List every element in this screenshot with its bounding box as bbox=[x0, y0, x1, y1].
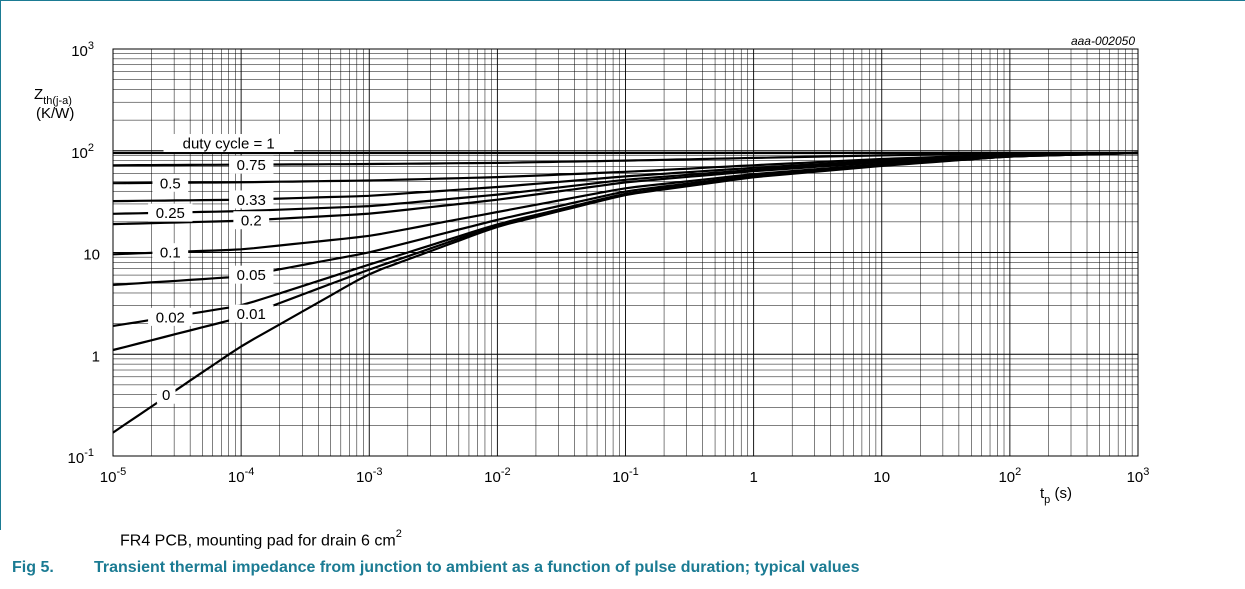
x-tick-label: 10-3 bbox=[356, 466, 382, 486]
x-tick-label: 1 bbox=[749, 469, 757, 486]
y-tick-label: 10 bbox=[83, 247, 100, 264]
series-label-bg bbox=[229, 155, 274, 174]
x-tick-label: 10 bbox=[873, 469, 890, 486]
x-tick-label: 10-4 bbox=[228, 466, 254, 486]
series-label: 0.25 bbox=[156, 205, 185, 222]
series-label: 0 bbox=[162, 387, 170, 404]
figure-note: FR4 PCB, mounting pad for drain 6 cm2 bbox=[120, 528, 402, 550]
series-label-bg bbox=[163, 134, 294, 153]
series-label-bg bbox=[152, 243, 189, 262]
figure-caption: Fig 5. Transient thermal impedance from j… bbox=[12, 559, 859, 577]
plot-border bbox=[112, 48, 1139, 457]
series-label-bg bbox=[229, 265, 274, 284]
caption-title: Transient thermal impedance from junctio… bbox=[94, 559, 860, 576]
series-line-1 bbox=[112, 151, 1139, 167]
x-tick-label: 102 bbox=[998, 466, 1021, 486]
y-tick-label: 10-1 bbox=[68, 447, 94, 467]
series-line-10 bbox=[112, 151, 1139, 434]
y-tick-label: 103 bbox=[71, 40, 94, 60]
series-label: 0.33 bbox=[237, 192, 266, 209]
frame-top-rule bbox=[0, 0, 1245, 1]
note-text: FR4 PCB, mounting pad for drain 6 cm bbox=[120, 532, 396, 550]
y-axis-label: Zth(j-a) bbox=[34, 86, 72, 107]
figure-code: aaa-002050 bbox=[1071, 34, 1135, 48]
frame-left-rule bbox=[0, 0, 1, 530]
series-label-bg bbox=[156, 385, 176, 404]
series-label-bg bbox=[148, 203, 193, 222]
x-axis-label: tp (s) bbox=[1040, 485, 1072, 506]
series-label-bg bbox=[233, 211, 270, 230]
series-label: duty cycle = 1 bbox=[183, 136, 275, 153]
series-label-bg bbox=[229, 304, 274, 323]
series-label: 0.02 bbox=[156, 309, 185, 326]
series-label: 0.05 bbox=[237, 267, 266, 284]
series-label-bg bbox=[152, 173, 189, 192]
note-superscript: 2 bbox=[395, 528, 402, 540]
series-label: 0.1 bbox=[160, 245, 181, 262]
y-tick-label: 1 bbox=[92, 348, 100, 365]
x-tick-label: 103 bbox=[1127, 466, 1150, 486]
series-label-bg bbox=[229, 190, 274, 209]
series-label: 0.2 bbox=[241, 213, 262, 230]
y-tick-label: 102 bbox=[71, 142, 94, 162]
thermal-impedance-chart: duty cycle = 1 0.75 0.5 0.33 0.25 0.2 0.1 0.05 0… bbox=[34, 34, 1150, 506]
caption-number: Fig 5. bbox=[12, 559, 54, 576]
series-label: 0.75 bbox=[237, 157, 266, 174]
y-axis-unit: (K/W) bbox=[36, 105, 74, 122]
x-tick-label: 10-2 bbox=[484, 466, 510, 486]
series-label: 0.5 bbox=[160, 175, 181, 192]
series-label: 0.01 bbox=[237, 306, 266, 323]
x-tick-label: 10-5 bbox=[100, 466, 126, 486]
series-label-bg bbox=[148, 307, 193, 326]
x-tick-label: 10-1 bbox=[612, 466, 638, 486]
